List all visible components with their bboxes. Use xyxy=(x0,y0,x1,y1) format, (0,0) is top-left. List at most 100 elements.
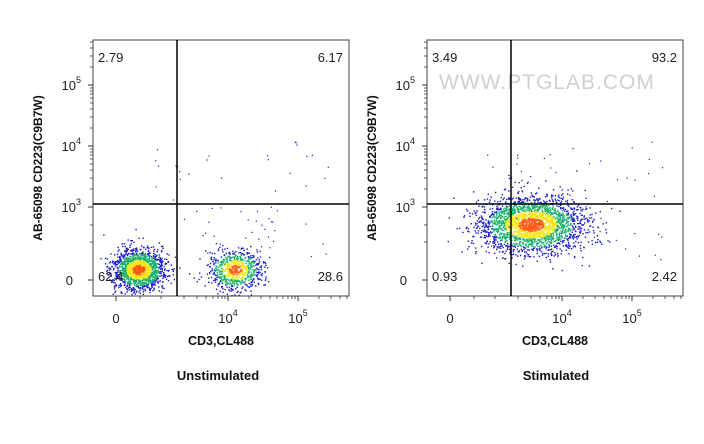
event-dot xyxy=(488,231,490,234)
event-dot xyxy=(556,225,558,227)
event-dot xyxy=(122,269,124,271)
event-dot xyxy=(120,272,123,275)
event-dot xyxy=(489,225,492,227)
event-dot xyxy=(453,197,455,199)
event-dot xyxy=(211,252,213,255)
event-dot xyxy=(123,267,125,269)
event-dot xyxy=(475,224,477,226)
event-dot xyxy=(224,277,226,279)
event-dot xyxy=(487,154,489,156)
event-dot xyxy=(474,212,476,214)
event-dot xyxy=(537,199,539,202)
event-dot xyxy=(495,217,498,219)
event-dot xyxy=(227,262,230,264)
event-dot xyxy=(580,241,582,243)
event-dot xyxy=(229,256,231,259)
event-dot xyxy=(547,233,549,235)
event-dot xyxy=(264,262,267,264)
event-dot xyxy=(217,283,219,285)
event-dot xyxy=(541,212,544,214)
event-dot xyxy=(562,213,564,215)
event-dot xyxy=(545,213,547,215)
event-dot xyxy=(247,261,249,263)
event-dot xyxy=(528,212,530,214)
event-dot xyxy=(609,241,611,243)
event-dot xyxy=(233,283,236,285)
event-dot xyxy=(529,217,531,219)
event-dot xyxy=(538,223,540,225)
event-dot xyxy=(512,208,514,210)
event-dot xyxy=(220,261,222,263)
event-dot xyxy=(250,255,252,257)
event-dot xyxy=(506,207,508,209)
event-dot xyxy=(116,277,118,279)
event-dot xyxy=(539,236,541,239)
event-dot xyxy=(536,227,538,229)
event-dot xyxy=(114,290,117,292)
event-dot xyxy=(473,210,475,212)
event-dot xyxy=(113,288,116,290)
event-dot xyxy=(550,216,553,219)
event-dot xyxy=(498,226,500,228)
event-dot xyxy=(581,264,583,267)
event-dot xyxy=(549,224,551,226)
event-dot xyxy=(268,256,271,259)
event-dot xyxy=(564,230,566,232)
event-dot xyxy=(229,268,231,271)
event-dot xyxy=(552,221,554,223)
event-dot xyxy=(148,267,150,269)
event-dot xyxy=(161,262,163,264)
event-dot xyxy=(574,233,576,236)
event-dot xyxy=(563,218,566,220)
event-dot xyxy=(512,215,514,217)
event-dot xyxy=(231,283,233,286)
event-dot xyxy=(558,213,561,216)
event-dot xyxy=(256,274,258,277)
event-dot xyxy=(554,195,557,197)
event-dot xyxy=(134,254,136,256)
event-dot xyxy=(554,222,556,224)
event-dot xyxy=(141,268,144,270)
event-dot xyxy=(631,147,633,149)
event-dot xyxy=(128,289,130,291)
event-dot xyxy=(143,262,145,264)
event-dot xyxy=(154,253,156,256)
event-dot xyxy=(541,210,544,212)
event-dot xyxy=(551,224,554,226)
event-dot xyxy=(151,276,154,278)
event-dot xyxy=(486,231,488,233)
event-dot xyxy=(544,206,547,209)
event-dot xyxy=(134,280,137,282)
event-dot xyxy=(126,253,129,256)
event-dot xyxy=(533,224,535,226)
event-dot xyxy=(529,229,531,231)
event-dot xyxy=(574,230,577,232)
event-dot xyxy=(125,260,127,263)
event-dot xyxy=(122,261,124,263)
event-dot xyxy=(226,266,229,268)
event-dot xyxy=(538,255,541,258)
event-dot xyxy=(131,293,133,296)
event-dot xyxy=(530,210,533,212)
event-dot xyxy=(230,288,233,290)
event-dot xyxy=(156,266,158,268)
event-dot xyxy=(503,225,506,227)
event-dot xyxy=(504,258,506,260)
event-dot xyxy=(571,199,574,201)
event-dot xyxy=(153,265,155,268)
event-dot xyxy=(296,144,298,146)
event-dot xyxy=(248,272,250,274)
event-dot xyxy=(524,244,527,246)
event-dot xyxy=(572,229,574,231)
event-dot xyxy=(139,248,141,251)
event-dot xyxy=(214,267,217,269)
event-dot xyxy=(246,274,249,276)
event-dot xyxy=(146,267,148,269)
event-dot xyxy=(498,247,500,249)
event-dot xyxy=(512,214,515,216)
event-dot xyxy=(482,222,484,224)
event-dot xyxy=(556,216,558,218)
event-dot xyxy=(515,263,517,266)
event-dot xyxy=(527,255,529,257)
event-dot xyxy=(246,273,249,276)
